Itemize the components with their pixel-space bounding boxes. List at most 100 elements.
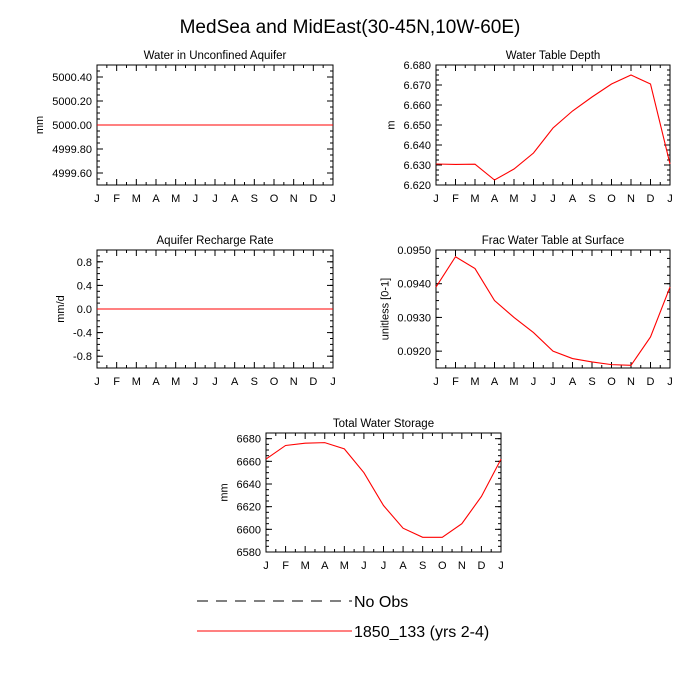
- y-tick-label: -0.8: [73, 351, 92, 363]
- y-tick-label: 0.0: [77, 304, 92, 316]
- panel-title: Aquifer Recharge Rate: [157, 235, 274, 247]
- x-tick-label: J: [94, 193, 100, 205]
- x-tick-label: M: [171, 193, 180, 205]
- x-tick-label: M: [171, 376, 180, 388]
- x-tick-label: A: [231, 193, 239, 205]
- x-tick-label: M: [509, 376, 518, 388]
- y-axis-label: unitless [0-1]: [379, 278, 391, 340]
- x-tick-label: D: [309, 193, 317, 205]
- y-tick-label: 0.0950: [397, 245, 431, 257]
- x-tick-label: M: [301, 560, 310, 572]
- x-tick-label: J: [263, 560, 269, 572]
- y-tick-label: 5000.40: [52, 72, 92, 84]
- x-tick-label: J: [94, 376, 100, 388]
- x-tick-label: S: [588, 376, 595, 388]
- x-tick-label: J: [193, 193, 199, 205]
- y-tick-label: 6600: [237, 524, 261, 536]
- x-tick-label: O: [270, 376, 279, 388]
- x-tick-label: O: [607, 376, 616, 388]
- panel-title: Water in Unconfined Aquifer: [144, 50, 287, 62]
- x-tick-label: J: [550, 376, 556, 388]
- y-tick-label: 6580: [237, 547, 261, 559]
- x-tick-label: O: [607, 193, 616, 205]
- x-tick-label: J: [667, 376, 673, 388]
- panel-title: Water Table Depth: [506, 50, 601, 62]
- x-tick-label: J: [531, 193, 537, 205]
- y-tick-label: 5000.20: [52, 96, 92, 108]
- y-tick-label: 6.620: [403, 180, 431, 192]
- legend: No Obs 1850_133 (yrs 2-4): [197, 594, 489, 641]
- y-tick-label: 4999.80: [52, 144, 92, 156]
- legend-entry-1: No Obs: [197, 594, 408, 611]
- x-tick-label: A: [152, 193, 160, 205]
- x-tick-label: M: [340, 560, 349, 572]
- x-tick-label: D: [309, 376, 317, 388]
- y-axis-label: mm: [219, 483, 231, 501]
- x-tick-label: M: [132, 193, 141, 205]
- y-tick-label: 0.0940: [397, 279, 431, 291]
- y-tick-label: 6620: [237, 502, 261, 514]
- plot-frame: [265, 432, 502, 553]
- y-tick-label: -0.4: [73, 328, 92, 340]
- x-tick-label: J: [550, 193, 556, 205]
- x-tick-label: D: [647, 193, 655, 205]
- x-tick-label: J: [361, 560, 367, 572]
- x-tick-label: O: [438, 560, 447, 572]
- x-tick-label: N: [290, 376, 298, 388]
- panel-title: Frac Water Table at Surface: [482, 235, 625, 247]
- x-tick-label: N: [627, 193, 635, 205]
- y-tick-label: 6.680: [403, 60, 431, 72]
- x-tick-label: F: [282, 560, 289, 572]
- x-tick-label: J: [381, 560, 387, 572]
- x-tick-label: J: [667, 193, 673, 205]
- y-axis-label: mm: [34, 116, 46, 134]
- y-axis-label: mm/d: [55, 295, 67, 323]
- y-tick-label: 6660: [237, 456, 261, 468]
- y-axis-label: m: [385, 120, 397, 129]
- x-tick-label: M: [509, 193, 518, 205]
- x-tick-label: J: [212, 193, 218, 205]
- x-tick-label: S: [251, 193, 258, 205]
- y-tick-label: 6.670: [403, 80, 431, 92]
- x-tick-label: J: [193, 376, 199, 388]
- x-tick-label: J: [433, 193, 439, 205]
- series-line: [435, 74, 671, 181]
- legend-label: No Obs: [354, 594, 408, 611]
- x-tick-label: J: [531, 376, 537, 388]
- x-tick-label: A: [569, 193, 577, 205]
- y-tick-label: 0.8: [77, 257, 92, 269]
- y-tick-label: 0.0920: [397, 346, 431, 358]
- y-tick-label: 6.630: [403, 160, 431, 172]
- x-tick-label: M: [470, 193, 479, 205]
- y-tick-label: 4999.60: [52, 168, 92, 180]
- x-tick-label: S: [251, 376, 258, 388]
- x-tick-label: J: [330, 193, 336, 205]
- y-tick-label: 6680: [237, 434, 261, 446]
- x-tick-label: N: [290, 193, 298, 205]
- x-tick-label: F: [113, 193, 120, 205]
- x-tick-label: N: [627, 376, 635, 388]
- x-tick-label: A: [569, 376, 577, 388]
- y-tick-label: 6.650: [403, 120, 431, 132]
- x-tick-label: J: [498, 560, 504, 572]
- x-tick-label: O: [270, 193, 279, 205]
- x-tick-label: A: [152, 376, 160, 388]
- x-tick-label: A: [491, 376, 499, 388]
- y-tick-label: 6.660: [403, 100, 431, 112]
- x-tick-label: A: [399, 560, 407, 572]
- figure-title: MedSea and MidEast(30-45N,10W-60E): [180, 17, 521, 38]
- x-tick-label: A: [321, 560, 329, 572]
- series-line: [435, 255, 671, 366]
- x-tick-label: F: [113, 376, 120, 388]
- x-tick-label: F: [452, 193, 459, 205]
- x-tick-label: A: [231, 376, 239, 388]
- y-tick-label: 0.4: [77, 280, 92, 292]
- legend-entry-2: 1850_133 (yrs 2-4): [197, 624, 489, 641]
